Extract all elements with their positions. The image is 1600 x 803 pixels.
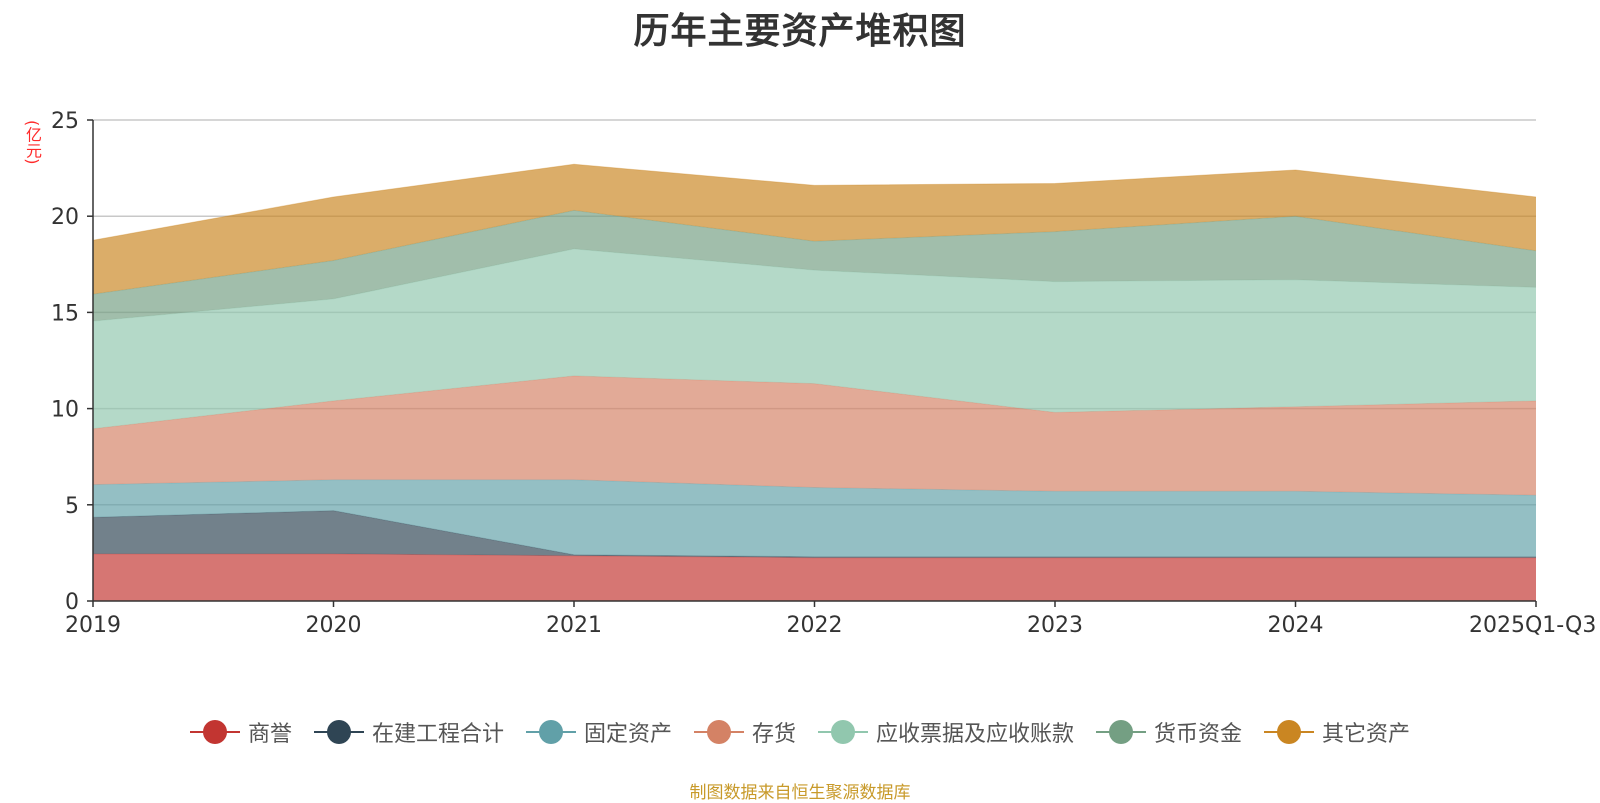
y-axis-unit-label: (亿元)	[23, 120, 42, 165]
legend-label: 商誉	[247, 722, 292, 747]
chart-title: 历年主要资产堆积图	[633, 11, 967, 52]
legend-marker-icon	[818, 719, 868, 745]
area-series-2	[93, 479, 1536, 557]
legend-label: 其它资产	[1322, 722, 1411, 747]
legend-label: 应收票据及应收账款	[876, 722, 1075, 747]
legend-label: 存货	[751, 722, 796, 747]
legend-item[interactable]: 货币资金	[1096, 716, 1242, 748]
legend-dot	[706, 720, 731, 744]
area-series-0	[93, 553, 1536, 601]
y-tick-label: 15	[51, 301, 79, 326]
legend-item[interactable]: 应收票据及应收账款	[818, 716, 1074, 748]
x-tick-label: 2019	[65, 613, 121, 638]
x-tick-label: 2023	[1027, 613, 1083, 638]
y-tick-label: 5	[65, 494, 79, 519]
legend-dot	[831, 720, 855, 744]
legend-item[interactable]: 在建工程合计	[313, 716, 504, 748]
x-tick-label: 2024	[1268, 613, 1324, 638]
area-series-3	[93, 375, 1536, 496]
legend-dot	[326, 720, 351, 744]
area-series-4	[93, 248, 1536, 429]
legend-label: 固定资产	[583, 722, 672, 747]
legend-marker-icon	[313, 719, 364, 745]
y-tick-label: 0	[65, 590, 79, 615]
area-series-5	[93, 210, 1536, 322]
legend-item[interactable]: 商誉	[189, 716, 292, 748]
legend-marker-icon	[1096, 719, 1147, 745]
area-edge-6	[92, 163, 1537, 241]
legend-item[interactable]: 固定资产	[525, 716, 672, 748]
y-tick-label: 10	[51, 398, 79, 423]
legend-dot	[202, 720, 227, 744]
legend: 商誉 在建工程合计 固定资产 存货 应收票据及应收账款 货币资金 其它资产	[0, 716, 1600, 748]
legend-label: 在建工程合计	[371, 722, 504, 747]
stacked-area-chart: 0 5 10 15 20 25 2019 2020 2021 2022 2023 2024 2025Q1…	[51, 109, 1596, 638]
y-tick-label: 25	[51, 109, 79, 134]
legend-item[interactable]: 其它资产	[1264, 716, 1410, 748]
area-series-1	[93, 510, 1536, 558]
legend-marker-icon	[1264, 719, 1315, 745]
area-series-6	[93, 164, 1536, 295]
x-tick-label: 2022	[787, 613, 843, 638]
legend-dot	[1109, 720, 1134, 744]
x-tick-label: 2021	[546, 613, 602, 638]
area-series-layer	[92, 163, 1537, 601]
x-tick-label: 2025Q1-Q3	[1469, 613, 1596, 638]
y-tick-label: 20	[51, 205, 79, 230]
axes: 0 5 10 15 20 25 2019 2020 2021 2022 2023 2024 2025Q1…	[51, 109, 1596, 638]
legend-marker-icon	[525, 719, 576, 745]
legend-dot	[1277, 720, 1302, 744]
legend-item[interactable]: 存货	[693, 716, 796, 748]
data-source-note: 制图数据来自恒生聚源数据库	[689, 783, 911, 803]
legend-marker-icon	[189, 719, 240, 745]
x-tick-label: 2020	[306, 613, 362, 638]
legend-marker-icon	[693, 719, 744, 745]
legend-label: 货币资金	[1154, 722, 1243, 747]
legend-dot	[538, 720, 563, 744]
